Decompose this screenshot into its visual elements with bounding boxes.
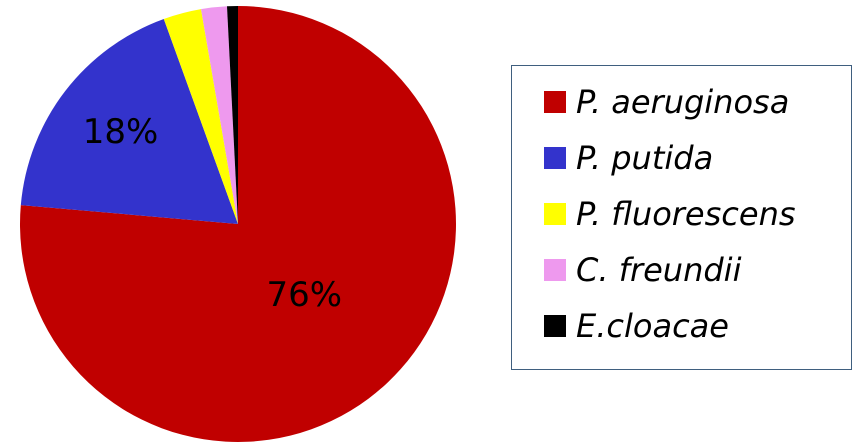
pie-slice-c-freundii — [201, 6, 238, 225]
pie-slice-e-cloacae — [226, 6, 238, 224]
legend-swatch — [544, 147, 566, 169]
legend-label: C. freundii — [576, 251, 742, 289]
pie-data-label: 18% — [83, 112, 159, 152]
legend-label: P. aeruginosa — [576, 83, 790, 121]
legend-swatch — [544, 259, 566, 281]
legend-item-e-cloacae: E.cloacae — [512, 298, 851, 354]
legend-swatch — [544, 203, 566, 225]
legend-label: P. putida — [576, 139, 714, 177]
pie-data-label: 76% — [267, 275, 343, 315]
legend-item-p-aeruginosa: P. aeruginosa — [512, 74, 851, 130]
pie-slice-p-aeruginosa — [19, 6, 456, 442]
pie-slice-p-fluorescens — [163, 9, 238, 224]
legend-item-p-putida: P. putida — [512, 130, 851, 186]
legend-label: E.cloacae — [576, 307, 729, 345]
legend-label: P. fluorescens — [576, 195, 796, 233]
legend-swatch — [544, 91, 566, 113]
pie-slice-p-putida — [20, 19, 238, 224]
legend: P. aeruginosa P. putida P. fluorescens C… — [511, 65, 852, 370]
legend-item-p-fluorescens: P. fluorescens — [512, 186, 851, 242]
legend-item-c-freundii: C. freundii — [512, 242, 851, 298]
legend-swatch — [544, 315, 566, 337]
